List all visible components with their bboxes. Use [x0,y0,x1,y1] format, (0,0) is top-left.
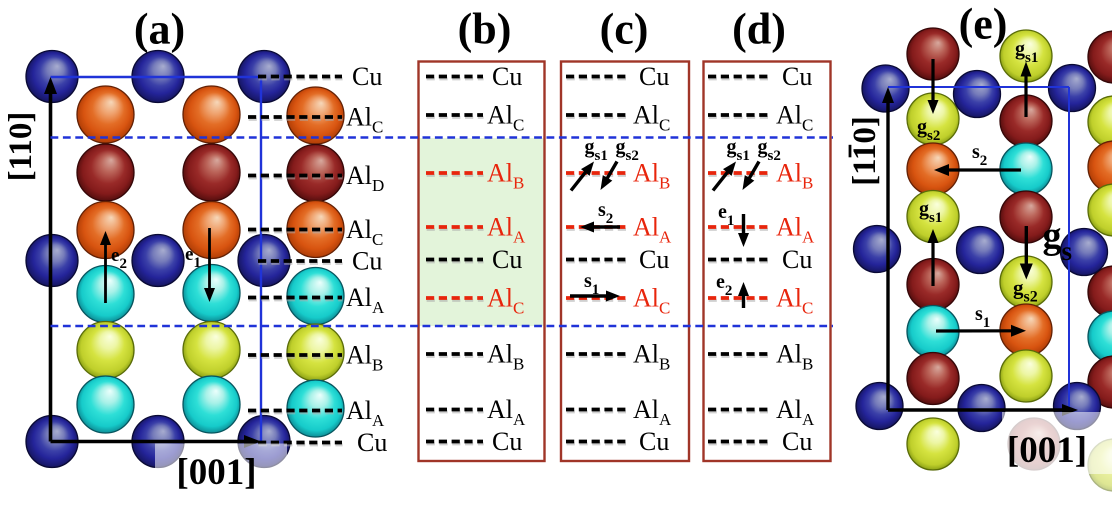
svg-text:[001]: [001] [1007,430,1087,471]
svg-text:[001]: [001] [176,452,256,493]
svg-text:Cu: Cu [492,62,522,91]
svg-text:Cu: Cu [492,427,522,456]
svg-text:(b): (b) [458,5,512,54]
svg-text:[110]: [110] [847,116,883,186]
svg-text:Cu: Cu [639,245,669,274]
svg-text:(a): (a) [134,5,185,54]
svg-text:Cu: Cu [782,62,812,91]
svg-text:Cu: Cu [782,245,812,274]
svg-text:Cu: Cu [492,245,522,274]
svg-text:Cu: Cu [352,62,382,91]
svg-text:Cu: Cu [639,62,669,91]
svg-text:Cu: Cu [782,427,812,456]
svg-text:[110]: [110] [3,112,39,182]
svg-text:(e): (e) [959,0,1008,49]
svg-text:Cu: Cu [639,427,669,456]
svg-text:(d): (d) [732,5,786,54]
svg-text:(c): (c) [600,5,649,54]
svg-text:Cu: Cu [352,247,382,276]
svg-text:Cu: Cu [357,428,387,457]
